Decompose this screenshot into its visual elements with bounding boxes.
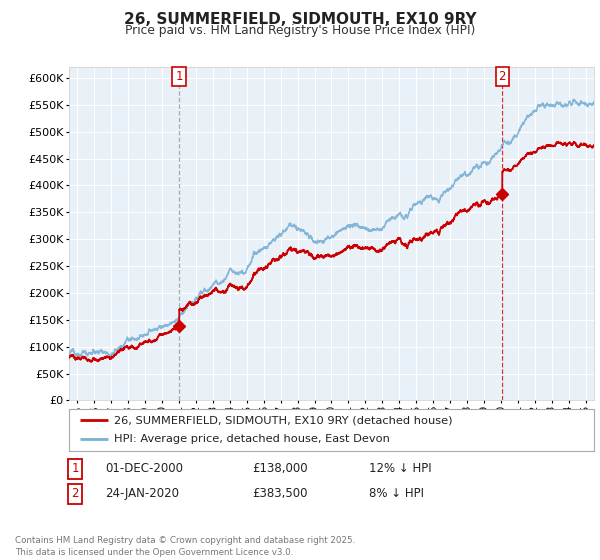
- Text: 2: 2: [71, 487, 79, 501]
- Text: £383,500: £383,500: [252, 487, 308, 501]
- Text: Contains HM Land Registry data © Crown copyright and database right 2025.
This d: Contains HM Land Registry data © Crown c…: [15, 536, 355, 557]
- Text: HPI: Average price, detached house, East Devon: HPI: Average price, detached house, East…: [113, 435, 389, 445]
- Text: 2: 2: [499, 70, 506, 83]
- Text: 01-DEC-2000: 01-DEC-2000: [105, 462, 183, 475]
- Text: 12% ↓ HPI: 12% ↓ HPI: [369, 462, 431, 475]
- Text: Price paid vs. HM Land Registry's House Price Index (HPI): Price paid vs. HM Land Registry's House …: [125, 24, 475, 36]
- Text: £138,000: £138,000: [252, 462, 308, 475]
- Text: 8% ↓ HPI: 8% ↓ HPI: [369, 487, 424, 501]
- Text: 24-JAN-2020: 24-JAN-2020: [105, 487, 179, 501]
- Text: 26, SUMMERFIELD, SIDMOUTH, EX10 9RY: 26, SUMMERFIELD, SIDMOUTH, EX10 9RY: [124, 12, 476, 27]
- Text: 1: 1: [175, 70, 183, 83]
- Text: 26, SUMMERFIELD, SIDMOUTH, EX10 9RY (detached house): 26, SUMMERFIELD, SIDMOUTH, EX10 9RY (det…: [113, 415, 452, 425]
- Text: 1: 1: [71, 462, 79, 475]
